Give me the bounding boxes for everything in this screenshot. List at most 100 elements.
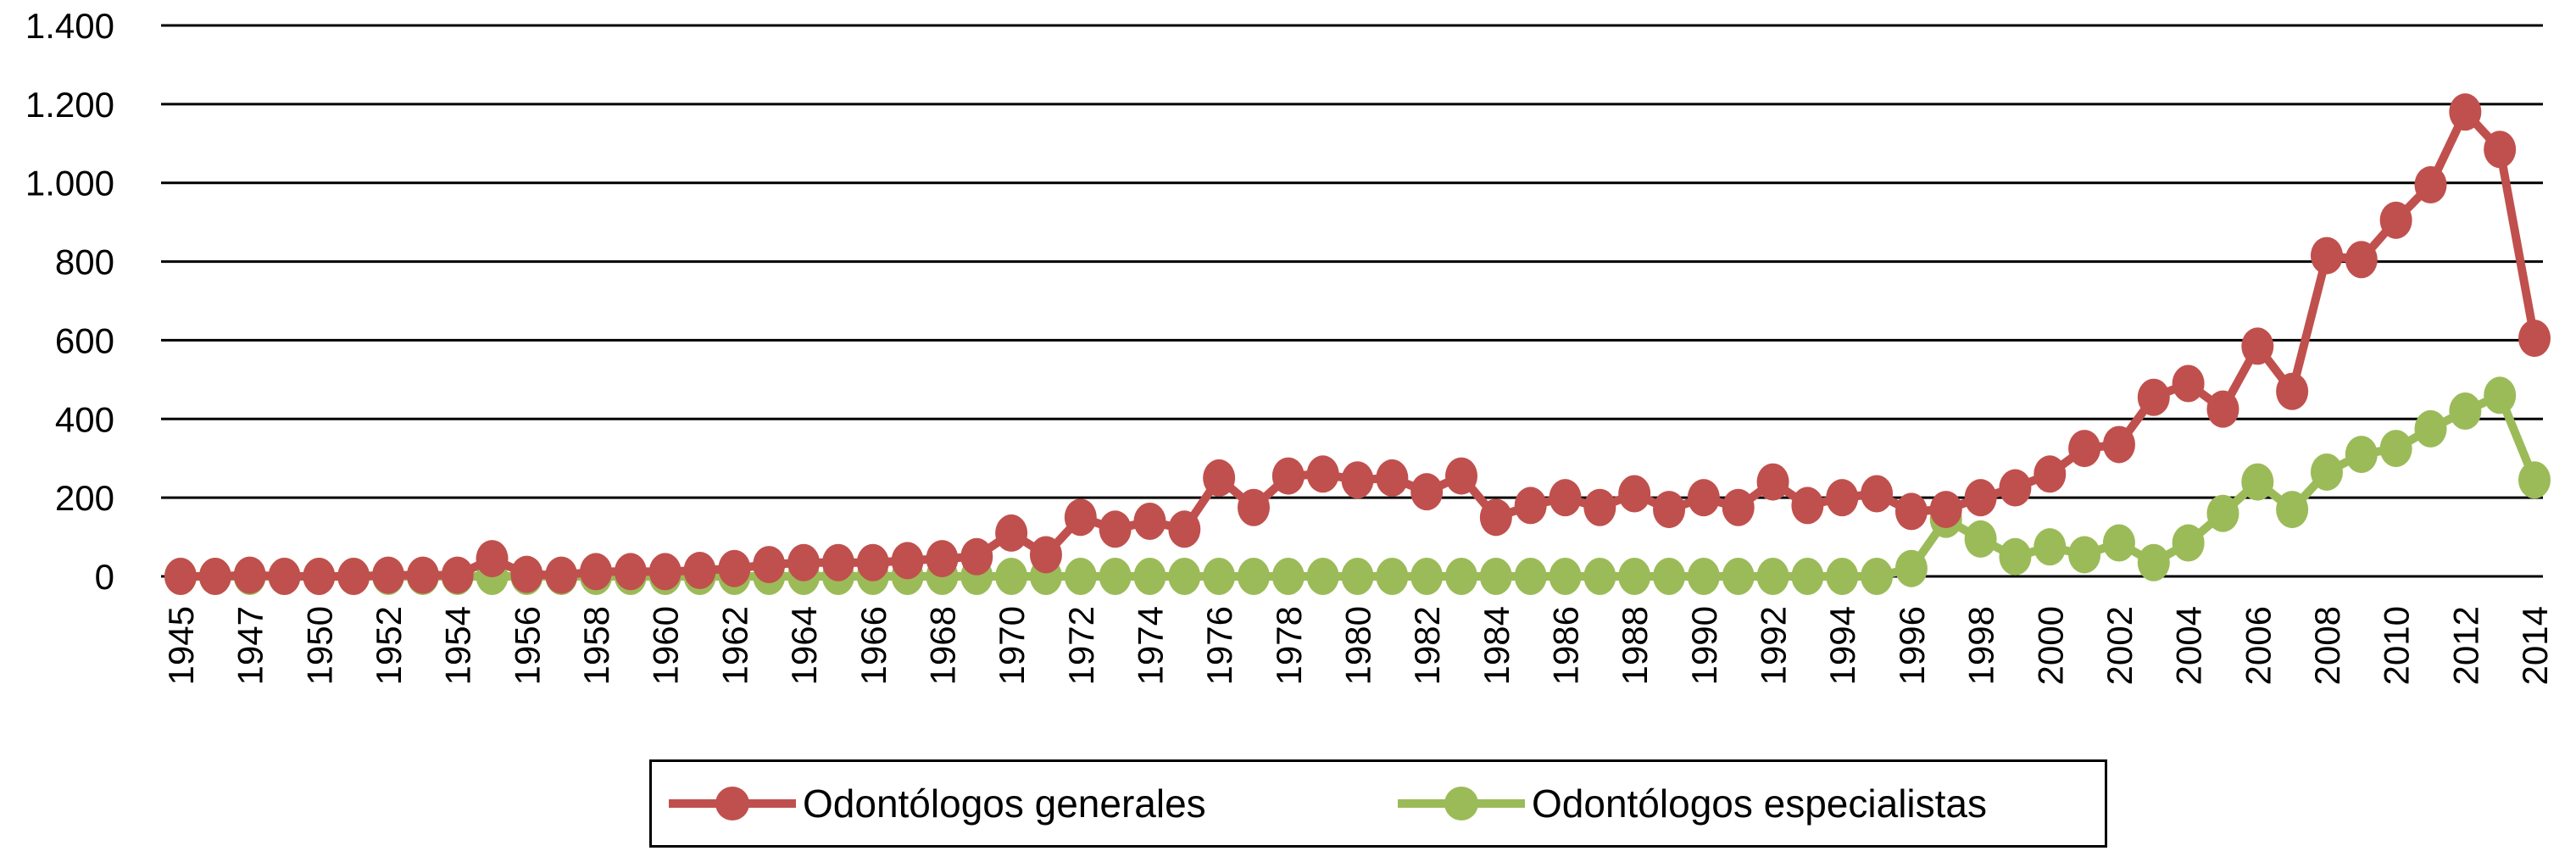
data-point [268, 558, 301, 595]
x-tick-label: 1984 [1477, 606, 1516, 685]
data-point [2484, 376, 2517, 414]
y-tick-label: 600 [55, 320, 114, 360]
data-point [2276, 372, 2309, 410]
x-tick-label: 1958 [576, 606, 616, 685]
data-point [1549, 558, 1582, 595]
data-point [2379, 430, 2412, 468]
data-point [1410, 558, 1444, 595]
data-point [995, 514, 1028, 552]
y-tick-label: 400 [55, 399, 114, 439]
y-tick-label: 0 [95, 557, 114, 597]
data-point [2414, 166, 2447, 204]
data-point [1445, 558, 1478, 595]
data-point [1099, 510, 1132, 548]
y-axis-labels: 0 200 400 600 800 1.000 1.200 1.400 [25, 6, 114, 597]
series-odont-logos-generales [164, 93, 2551, 595]
data-point [510, 555, 543, 593]
x-tick-label: 1994 [1822, 606, 1862, 685]
x-tick-label: 2004 [2169, 606, 2209, 685]
data-point [1445, 457, 1478, 495]
x-tick-label: 1966 [854, 606, 893, 685]
data-point [1687, 558, 1720, 595]
legend-label: Odontólogos especialistas [1532, 781, 1987, 826]
y-tick-label: 200 [55, 478, 114, 518]
y-tick-label: 1.000 [25, 164, 114, 203]
data-point [1203, 558, 1236, 595]
data-point [1756, 558, 1789, 595]
data-point [1376, 558, 1409, 595]
x-tick-label: 1956 [507, 606, 547, 685]
data-point [372, 556, 405, 594]
x-tick-label: 1990 [1684, 606, 1724, 685]
data-point [2137, 543, 2170, 581]
data-point [545, 556, 578, 594]
data-point [1479, 558, 1512, 595]
data-point [1410, 473, 1444, 511]
data-point [1237, 488, 1270, 526]
legend-symbol-green [1398, 787, 1525, 820]
data-point [476, 540, 509, 578]
data-point [2102, 426, 2135, 464]
x-tick-label: 1974 [1130, 606, 1170, 685]
x-tick-label: 1962 [715, 606, 754, 685]
data-point [1999, 469, 2032, 507]
data-point [2345, 241, 2378, 279]
data-point [1514, 487, 1547, 525]
data-point [1203, 459, 1236, 497]
data-point [441, 556, 474, 594]
data-point [1861, 475, 1894, 513]
data-point [1894, 492, 1928, 531]
data-point [1722, 558, 1755, 595]
data-point [1168, 558, 1201, 595]
data-point [1999, 537, 2032, 576]
data-point [2206, 494, 2239, 532]
data-point [1687, 479, 1720, 517]
data-point [1549, 479, 1582, 517]
data-point [2102, 524, 2135, 562]
data-point [2172, 364, 2205, 403]
x-tick-label: 2002 [2100, 606, 2139, 685]
data-point [1064, 498, 1097, 537]
data-point [1653, 558, 1686, 595]
data-point [821, 543, 854, 581]
data-point [1861, 558, 1894, 595]
data-point [2449, 93, 2482, 131]
data-point [2241, 327, 2274, 365]
data-point [2518, 320, 2551, 358]
data-point [1064, 558, 1097, 595]
data-point [2206, 390, 2239, 428]
legend-symbol-red [669, 787, 796, 820]
data-point [718, 549, 751, 587]
x-tick-label: 2008 [2307, 606, 2347, 685]
x-tick-label: 1988 [1615, 606, 1655, 685]
y-tick-label: 1.200 [25, 85, 114, 125]
data-point [1029, 536, 1062, 574]
data-point [1306, 558, 1339, 595]
data-point [2068, 430, 2101, 468]
legend-item-especialistas: Odontólogos especialistas [1398, 762, 1987, 845]
data-point [1722, 488, 1755, 526]
data-point [753, 546, 786, 584]
line-chart: 0 200 400 600 800 1.000 1.200 1.400 1945 1947 195… [25, 6, 2555, 685]
x-tick-label: 1992 [1754, 606, 1794, 685]
legend-item-generales: Odontólogos generales [669, 762, 1206, 845]
data-point [1306, 455, 1339, 493]
data-point [1756, 463, 1789, 501]
y-tick-label: 800 [55, 242, 114, 282]
data-point [1376, 459, 1409, 497]
data-point [2310, 453, 2343, 491]
data-point [856, 543, 889, 581]
data-point [2518, 461, 2551, 499]
data-point [2172, 524, 2205, 562]
data-point [337, 558, 370, 595]
legend-label: Odontólogos generales [803, 781, 1206, 826]
data-point [926, 540, 959, 578]
x-tick-label: 2006 [2238, 606, 2278, 685]
data-point [1133, 503, 1166, 540]
data-point [580, 553, 613, 591]
x-tick-label: 1998 [1961, 606, 2001, 685]
legend: Odontólogos generales Odontólogos especi… [649, 759, 2107, 848]
data-point [1271, 457, 1305, 495]
x-tick-label: 1982 [1407, 606, 1447, 685]
data-point [1791, 487, 1824, 525]
